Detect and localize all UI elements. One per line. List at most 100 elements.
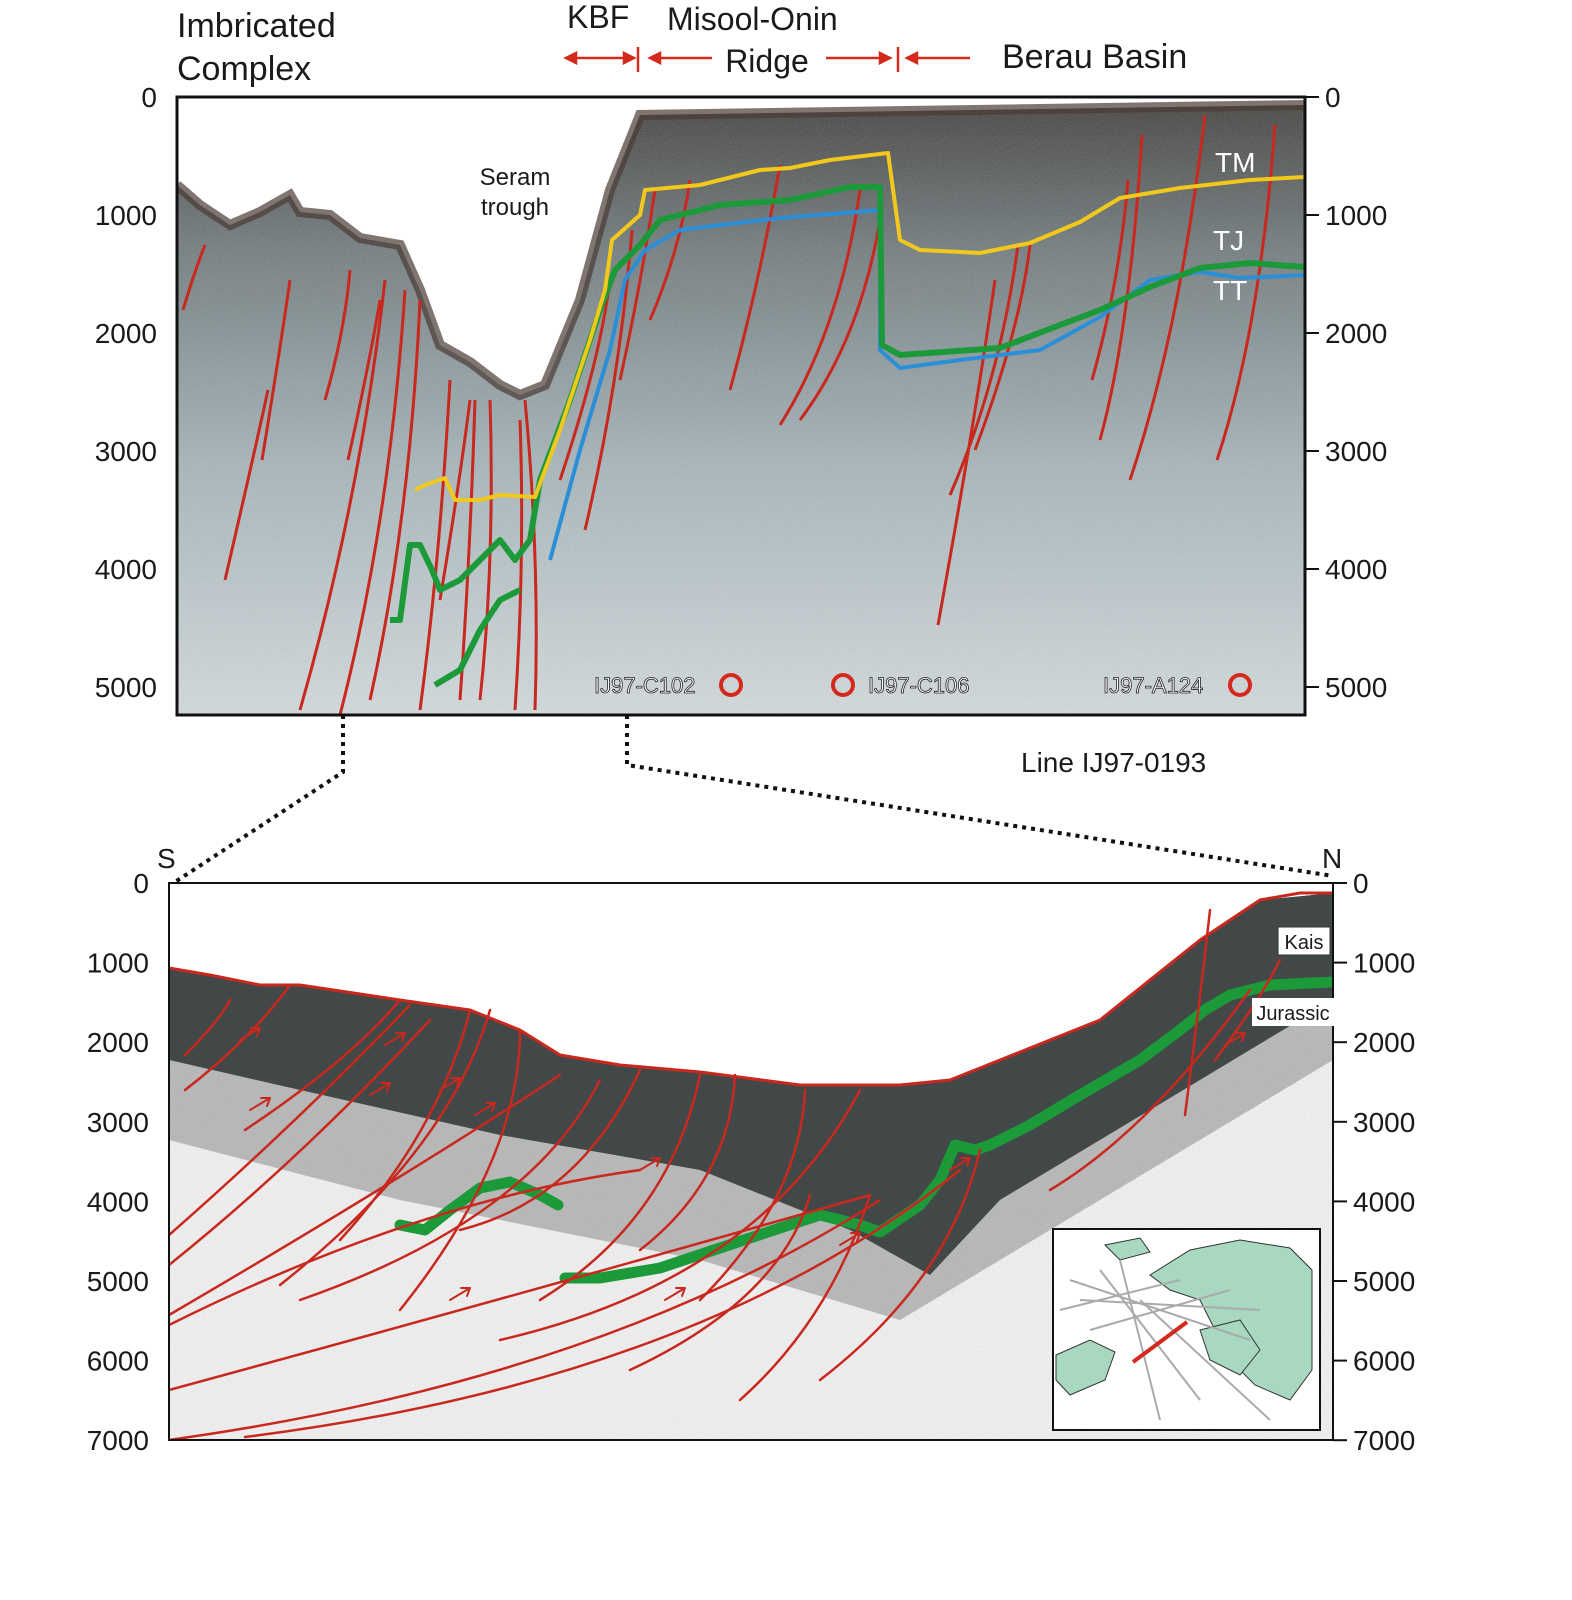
fault [1048, 988, 1252, 1192]
slip-arrow [239, 1027, 261, 1041]
y-tick-label: 1000 [95, 200, 157, 231]
slip-arrow [949, 1157, 971, 1171]
y-tick-label: 2000 [87, 1027, 149, 1058]
fault [243, 998, 402, 1132]
well-label: IJ97-C106 [868, 673, 970, 698]
fault [260, 279, 292, 461]
slip-arrow [664, 1287, 686, 1301]
fault [798, 219, 882, 421]
top-seismic [177, 97, 1305, 715]
horizon-label: Jurassic [1256, 1003, 1329, 1025]
fault [243, 1168, 962, 1439]
fault [418, 379, 452, 711]
fault [973, 244, 1032, 451]
y-tick-label: 0 [133, 868, 149, 899]
y-tick-label: 3000 [1353, 1107, 1415, 1138]
header-arrows [563, 47, 970, 72]
label-box [1277, 926, 1331, 956]
fault [169, 1198, 882, 1440]
north-label: N [1322, 843, 1342, 874]
well-label: IJ97-A124 [1103, 673, 1203, 698]
fault [818, 1148, 982, 1382]
horizon-tj [390, 184, 1305, 623]
fault [368, 299, 422, 701]
fault [169, 1168, 642, 1327]
fault [346, 299, 382, 461]
fault [169, 1003, 412, 1237]
y-tick-label: 4000 [95, 554, 157, 585]
fault [323, 269, 352, 401]
fault [638, 1073, 737, 1252]
header-basin: Berau Basin [1002, 38, 1187, 76]
y-tick-label: 1000 [1353, 948, 1415, 979]
bottom-seismic [169, 883, 1333, 1440]
trough-label: Seram [480, 164, 551, 191]
y-tick-label: 5000 [1325, 672, 1387, 703]
slip-arrow [474, 1102, 496, 1116]
fault [498, 1088, 862, 1342]
fault [338, 289, 407, 715]
slip-arrow [439, 1077, 461, 1091]
horizon-label: TM [1215, 147, 1255, 178]
y-tick-label: 1000 [87, 948, 149, 979]
y-tick-label: 5000 [87, 1266, 149, 1297]
fault [936, 279, 997, 626]
y-tick-label: 6000 [87, 1346, 149, 1377]
fault [1090, 179, 1130, 381]
label-box [1252, 998, 1334, 1026]
y-tick-label: 4000 [1353, 1186, 1415, 1217]
fault [169, 1018, 432, 1267]
line-label: Line IJ97-0193 [1021, 747, 1206, 778]
fault [583, 229, 634, 531]
y-tick-label: 6000 [1353, 1346, 1415, 1377]
inset-map [1052, 1228, 1321, 1431]
fault [538, 1073, 702, 1302]
slip-arrow [639, 1157, 661, 1171]
fault [1098, 134, 1144, 441]
bottom-frame [168, 882, 1334, 1441]
header-kbf: KBF [567, 0, 629, 35]
slip-arrow [369, 1082, 391, 1096]
y-tick-label: 7000 [87, 1425, 149, 1456]
fault [648, 179, 692, 321]
y-tick-label: 4000 [87, 1186, 149, 1217]
slip-arrow [1224, 1032, 1246, 1046]
fault [438, 399, 472, 601]
y-tick-label: 3000 [1325, 436, 1387, 467]
fault [458, 1068, 642, 1232]
fault [513, 419, 524, 711]
y-tick-label: 0 [1325, 82, 1341, 113]
fault [948, 244, 1020, 496]
fault [181, 244, 207, 311]
y-tick-label: 4000 [1325, 554, 1387, 585]
fault [1128, 114, 1207, 481]
y-tick-label: 1000 [1325, 200, 1387, 231]
horizon-label: Kais [1285, 932, 1324, 954]
y-tick-label: 7000 [1353, 1425, 1415, 1456]
fault [558, 279, 612, 481]
horizon-label: TJ [1213, 225, 1244, 256]
well-markers [719, 673, 1252, 697]
y-tick-label: 2000 [1353, 1027, 1415, 1058]
fault [183, 998, 232, 1057]
fault [1183, 908, 1212, 1117]
horizon-label: TT [1213, 275, 1247, 306]
y-tick-label: 5000 [95, 672, 157, 703]
fault [698, 1088, 807, 1302]
south-label: S [157, 843, 176, 874]
zoom-connector [170, 715, 1334, 886]
top-frame [175, 95, 1307, 717]
horizon-tm [414, 151, 1305, 502]
slip-arrow [249, 1097, 271, 1111]
slip-arrow [449, 1287, 471, 1301]
y-tick-label: 3000 [95, 436, 157, 467]
slip-arrow [839, 1232, 861, 1246]
y-tick-label: 5000 [1353, 1266, 1415, 1297]
y-tick-label: 0 [1353, 868, 1369, 899]
y-tick-label: 0 [141, 82, 157, 113]
y-tick-label: 2000 [1325, 318, 1387, 349]
fault [778, 189, 862, 426]
fault [298, 1078, 602, 1302]
slip-arrow [384, 1032, 406, 1046]
fault [223, 389, 270, 581]
